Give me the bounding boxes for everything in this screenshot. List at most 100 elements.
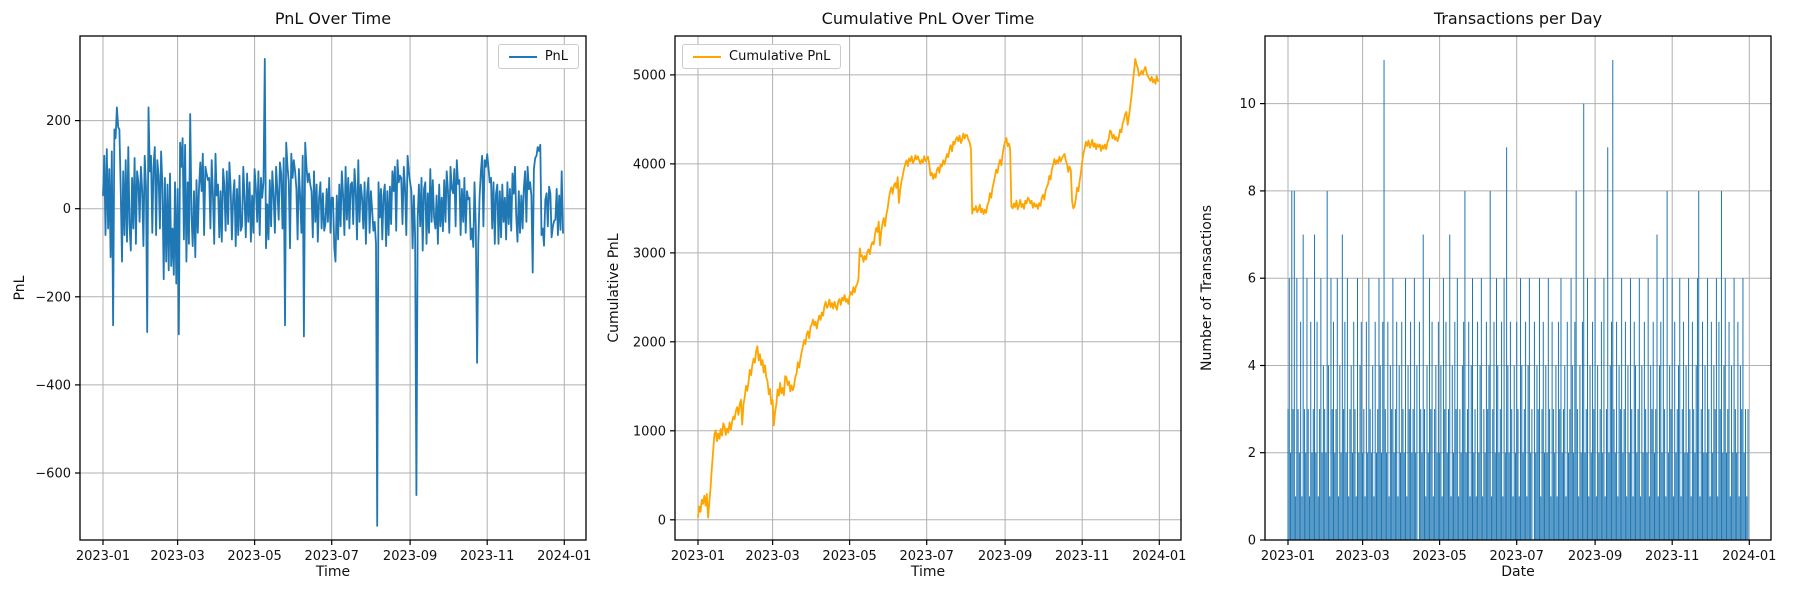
transactions-bar bbox=[1719, 409, 1721, 540]
pnl-chart: 2023-01 2023-03 2023-05 2023-07 2023-09 2023-… bbox=[0, 0, 600, 600]
transactions-bar bbox=[1384, 409, 1386, 540]
transactions-bar bbox=[1501, 321, 1503, 540]
transactions-bar bbox=[1340, 452, 1342, 540]
transactions-bar bbox=[1372, 365, 1374, 540]
transactions-bar bbox=[1321, 452, 1323, 540]
transactions-bar bbox=[1325, 452, 1327, 540]
transactions-bar bbox=[1642, 452, 1644, 540]
transactions-bar bbox=[1646, 452, 1648, 540]
transactions-bar bbox=[1394, 409, 1396, 540]
transactions-bar bbox=[1737, 321, 1739, 540]
transactions-bar bbox=[1408, 409, 1410, 540]
transactions-bar bbox=[1485, 321, 1487, 540]
x-tick-label: 2024-01 bbox=[537, 549, 591, 564]
transactions-x-axis-label: Date bbox=[1501, 564, 1535, 580]
transactions-bar bbox=[1426, 365, 1428, 540]
transactions-bar bbox=[1743, 452, 1745, 540]
pnl-x-axis-label: Time bbox=[315, 564, 351, 580]
transactions-bar bbox=[1464, 190, 1466, 540]
transactions-bar bbox=[1670, 409, 1672, 540]
cumulative-pnl-chart: 2023-01 2023-03 2023-05 2023-07 2023-09 2023-… bbox=[600, 0, 1200, 600]
transactions-bar bbox=[1546, 452, 1548, 540]
transactions-bar bbox=[1445, 321, 1447, 540]
transactions-bar bbox=[1455, 409, 1457, 540]
transactions-bar bbox=[1629, 278, 1631, 540]
transactions-bar bbox=[1512, 496, 1514, 540]
transactions-bar bbox=[1435, 365, 1437, 540]
transactions-bar bbox=[1354, 409, 1356, 540]
transactions-bar bbox=[1568, 452, 1570, 540]
x-tick-label: 2024-01 bbox=[1132, 549, 1186, 564]
transactions-bar bbox=[1292, 409, 1294, 540]
transactions-bar bbox=[1423, 409, 1425, 540]
axes-spines bbox=[79, 35, 587, 541]
transactions-bar bbox=[1422, 234, 1424, 541]
transactions-bar bbox=[1574, 321, 1576, 540]
cumulative-legend-line-swatch bbox=[693, 55, 721, 58]
transactions-bar bbox=[1465, 452, 1467, 540]
transactions-bar bbox=[1368, 278, 1370, 540]
transactions-bar bbox=[1609, 365, 1611, 540]
transactions-bar bbox=[1506, 147, 1508, 540]
cumulative-x-axis-label: Time bbox=[910, 564, 946, 580]
transactions-bar bbox=[1689, 409, 1691, 540]
transactions-bar bbox=[1416, 365, 1418, 540]
transactions-bar bbox=[1291, 190, 1293, 540]
y-tick-label: 4 bbox=[1248, 359, 1256, 374]
transactions-bar bbox=[1584, 452, 1586, 540]
transactions-bar bbox=[1511, 409, 1513, 540]
transactions-bar bbox=[1359, 365, 1361, 540]
transactions-bar bbox=[1303, 409, 1305, 540]
x-tick-label: 2023-01 bbox=[671, 549, 725, 564]
transactions-bar bbox=[1530, 452, 1532, 540]
transactions-bar bbox=[1523, 409, 1525, 540]
x-tick-label: 2023-05 bbox=[822, 549, 876, 564]
transactions-bar bbox=[1397, 496, 1399, 540]
transactions-bar bbox=[1415, 452, 1417, 540]
transactions-bar bbox=[1494, 452, 1496, 540]
transactions-bar bbox=[1306, 278, 1308, 540]
transactions-bar bbox=[1434, 409, 1436, 540]
transactions-bar bbox=[1552, 409, 1554, 540]
transactions-bar bbox=[1703, 452, 1705, 540]
transactions-bar bbox=[1638, 278, 1640, 540]
transactions-bar bbox=[1379, 365, 1381, 540]
transactions-bar bbox=[1551, 321, 1553, 540]
transactions-bar bbox=[1527, 365, 1529, 540]
transactions-bar bbox=[1549, 409, 1551, 540]
transactions-bar bbox=[1731, 365, 1733, 540]
transactions-bar bbox=[1403, 452, 1405, 540]
transactions-bar bbox=[1607, 147, 1609, 540]
transactions-bar bbox=[1520, 278, 1522, 540]
transactions-bar bbox=[1296, 278, 1298, 540]
transactions-bar bbox=[1516, 321, 1518, 540]
transactions-bar bbox=[1399, 452, 1401, 540]
transactions-bar bbox=[1676, 409, 1678, 540]
transactions-bar bbox=[1382, 321, 1384, 540]
transactions-bar bbox=[1392, 278, 1394, 540]
transactions-bar bbox=[1554, 452, 1556, 540]
transactions-bar bbox=[1480, 278, 1482, 540]
transactions-bar bbox=[1375, 452, 1377, 540]
transactions-bar bbox=[1604, 496, 1606, 540]
transactions-bar bbox=[1599, 409, 1601, 540]
transactions-bar bbox=[1621, 278, 1623, 540]
y-tick-label: 6 bbox=[1248, 272, 1256, 287]
transactions-bar bbox=[1487, 409, 1489, 540]
y-tick-label: −400 bbox=[35, 378, 71, 393]
y-tick-label: 0 bbox=[63, 202, 71, 217]
pnl-chart-title: PnL Over Time bbox=[274, 9, 392, 28]
transactions-bar bbox=[1562, 409, 1564, 540]
transactions-bar bbox=[1547, 278, 1549, 540]
x-tick-label: 2023-01 bbox=[1261, 549, 1315, 564]
x-tick-label: 2023-09 bbox=[383, 549, 437, 564]
transactions-bar bbox=[1508, 452, 1510, 540]
transactions-bar bbox=[1641, 365, 1643, 540]
transactions-bar bbox=[1343, 409, 1345, 540]
transactions-bar bbox=[1405, 278, 1407, 540]
transactions-bar bbox=[1444, 409, 1446, 540]
y-tick-label: 2000 bbox=[633, 335, 666, 350]
x-tick-label: 2023-09 bbox=[978, 549, 1032, 564]
x-tick-label: 2023-05 bbox=[227, 549, 281, 564]
transactions-bar bbox=[1341, 234, 1343, 541]
